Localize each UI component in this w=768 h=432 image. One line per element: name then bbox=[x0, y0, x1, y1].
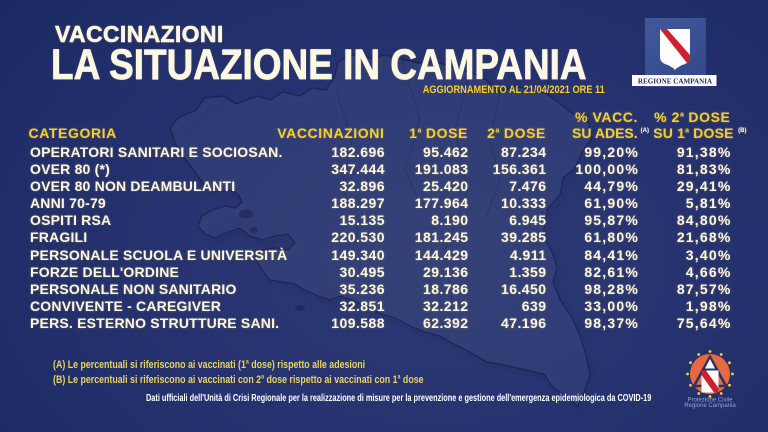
svg-text:Protezione Civile: Protezione Civile bbox=[687, 397, 733, 403]
svg-text:REGIONE CAMPANIA: REGIONE CAMPANIA bbox=[638, 77, 713, 85]
svg-text:Regione Campania: Regione Campania bbox=[684, 403, 736, 409]
